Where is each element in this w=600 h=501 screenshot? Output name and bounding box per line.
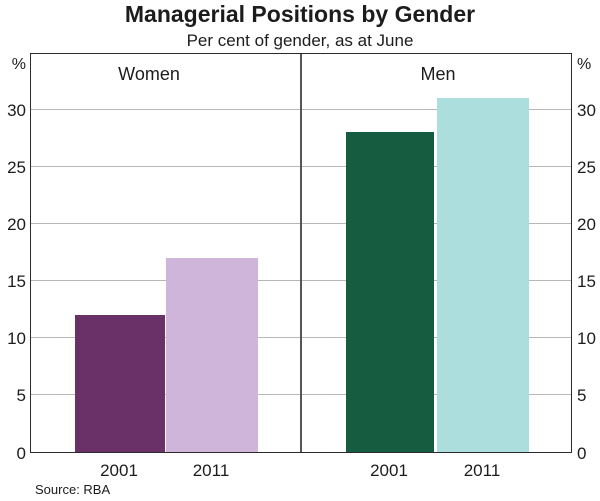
panel-label-men: Men — [420, 64, 456, 84]
y-tick-right-15: 15 — [577, 272, 596, 292]
y-axis-unit-left: % — [11, 56, 26, 73]
y-tick-left-0: 0 — [16, 443, 26, 463]
y-tick-right-0: 0 — [577, 443, 587, 463]
y-tick-left-30: 30 — [7, 100, 26, 120]
panel-divider — [300, 54, 302, 452]
y-tick-right-20: 20 — [577, 214, 596, 234]
y-tick-left-15: 15 — [7, 272, 26, 292]
y-tick-right-30: 30 — [577, 100, 596, 120]
bar-women-2011 — [166, 257, 258, 452]
y-tick-left-5: 5 — [16, 386, 26, 406]
y-axis-unit-right: % — [577, 56, 592, 73]
plot-area: Women Men — [30, 53, 572, 453]
x-tick-women-2011: 2011 — [192, 461, 230, 480]
y-tick-right-25: 25 — [577, 157, 596, 177]
chart-title: Managerial Positions by Gender — [124, 1, 476, 27]
y-tick-right-5: 5 — [577, 386, 587, 406]
chart-subtitle: Per cent of gender, as at June — [186, 31, 414, 50]
x-tick-women-2001: 2001 — [100, 461, 138, 480]
panel-label-women: Women — [118, 64, 180, 84]
x-tick-men-2011: 2011 — [463, 461, 501, 480]
source-note: Source: RBA — [35, 482, 111, 497]
x-tick-men-2001: 2001 — [370, 461, 408, 480]
bar-men-2001 — [346, 132, 434, 452]
y-tick-left-10: 10 — [7, 329, 26, 349]
bar-women-2001 — [75, 314, 165, 452]
bar-men-2011 — [437, 97, 529, 452]
y-tick-left-25: 25 — [7, 157, 26, 177]
y-tick-right-10: 10 — [577, 329, 596, 349]
y-tick-left-20: 20 — [7, 214, 26, 234]
